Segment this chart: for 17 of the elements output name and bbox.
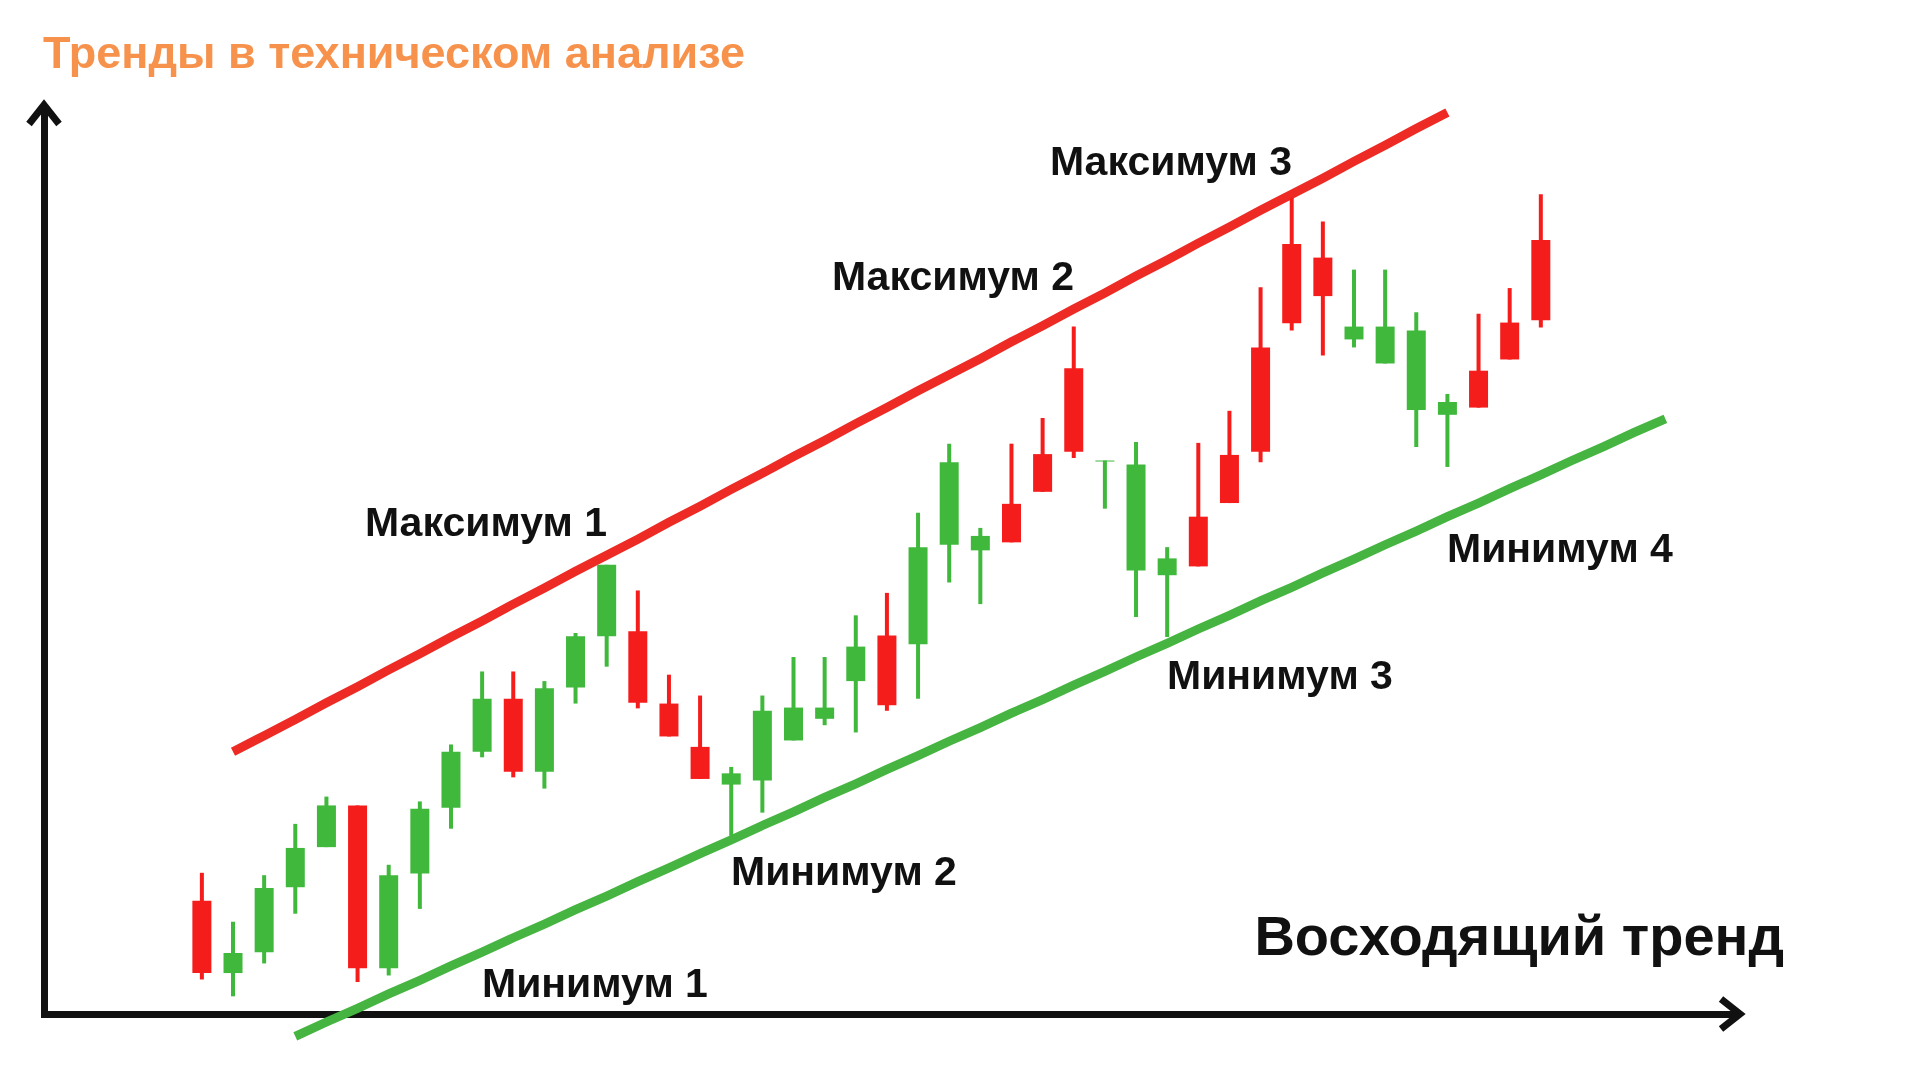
- text: Максимум 3: [1049, 137, 1292, 184]
- candlestick: [721, 766, 741, 836]
- annotation: Минимум 3: [1167, 652, 1393, 699]
- candlestick: [223, 921, 243, 997]
- candlestick: [815, 657, 835, 726]
- candlestick: [1437, 393, 1457, 467]
- candlestick: [1157, 547, 1177, 637]
- candlestick: [1344, 269, 1364, 348]
- annotation: Максимум 2: [831, 252, 1074, 299]
- annotation: Минимум 1: [482, 960, 708, 1007]
- candlestick: [970, 527, 990, 605]
- annotation: Минимум 2: [731, 848, 957, 895]
- candlestick: [1095, 460, 1115, 509]
- chart-title: Тренды в техническом анализе: [43, 27, 745, 79]
- annotation: Минимум 4: [1447, 525, 1673, 572]
- annotation: Восходящий тренд: [1254, 904, 1784, 967]
- annotation: Максимум 1: [364, 498, 607, 545]
